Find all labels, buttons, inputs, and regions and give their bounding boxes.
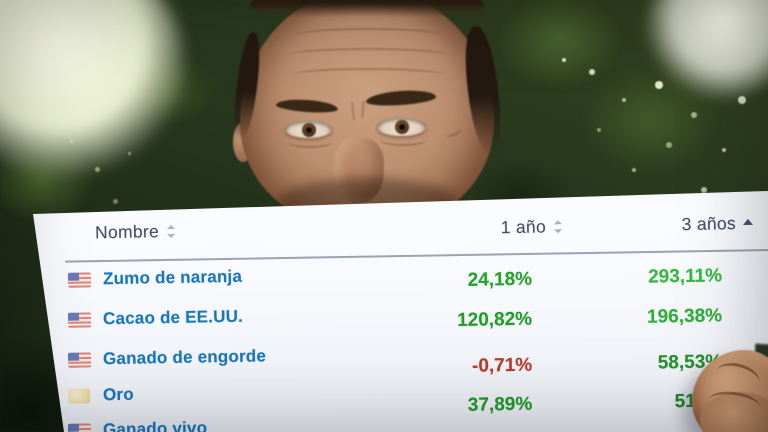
forehead-wrinkle — [296, 28, 442, 42]
sunlight-glints-left — [70, 140, 73, 143]
right-pupil — [398, 124, 405, 130]
us-flag-icon — [67, 422, 92, 432]
us-flag-icon — [67, 271, 92, 288]
right-iris — [394, 120, 409, 134]
sort-updown-icon — [166, 223, 175, 238]
forehead-wrinkle — [288, 48, 448, 62]
one-year-value: 24,18% — [467, 268, 533, 291]
hair-crown — [250, 0, 484, 17]
forehead-wrinkle — [292, 68, 444, 82]
commodity-name: Oro — [102, 384, 135, 405]
commodity-name: Cacao de EE.UU. — [102, 306, 244, 329]
column-header-3-anos: 3 años — [681, 212, 737, 234]
commodity-name: Ganado vivo — [102, 418, 208, 432]
under-eye-line — [288, 136, 332, 148]
sort-up-icon — [743, 215, 752, 230]
right-eye — [377, 118, 426, 136]
nose — [334, 138, 384, 204]
us-flag-icon — [67, 311, 92, 328]
left-iris — [301, 122, 316, 137]
commodity-name: Ganado de engorde — [102, 346, 267, 369]
sort-updown-icon — [553, 219, 562, 234]
gold-icon — [67, 387, 91, 404]
column-header-nombre: Nombre — [94, 220, 160, 242]
commodity-name: Zumo de naranja — [102, 266, 243, 289]
man-face — [230, 0, 506, 226]
one-year-value: 120,82% — [456, 308, 533, 332]
us-flag-icon — [67, 351, 92, 368]
left-eye — [285, 121, 332, 138]
left-pupil — [305, 126, 312, 133]
column-header-1-ano: 1 año — [500, 215, 547, 237]
under-eye-line — [380, 134, 426, 146]
sunlight-glints — [562, 58, 566, 62]
